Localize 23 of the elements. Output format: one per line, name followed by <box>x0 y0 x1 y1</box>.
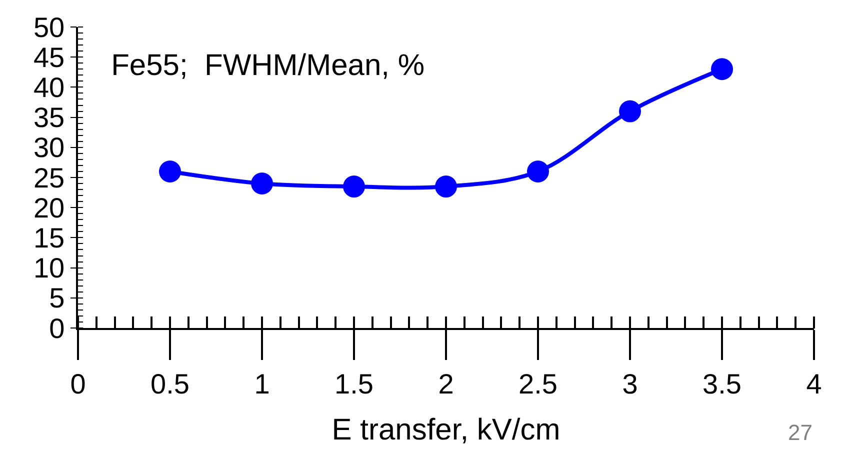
x-tick-label: 2 <box>438 368 454 400</box>
x-tick-label: 1 <box>254 368 270 400</box>
y-tick-label: 45 <box>33 42 65 73</box>
y-tick-label: 20 <box>33 192 65 224</box>
y-tick-label: 5 <box>49 282 65 314</box>
text: 27 <box>788 420 812 445</box>
x-tick-label: 3.5 <box>702 368 742 400</box>
y-tick-label: 50 <box>33 12 65 43</box>
y-tick-label: 0 <box>49 312 65 344</box>
y-tick-label: 10 <box>33 252 65 284</box>
y-tick-label: 15 <box>33 222 65 254</box>
x-tick-label: 2.5 <box>518 368 558 400</box>
x-tick-label: 3 <box>622 368 638 400</box>
x-tick-label: 1.5 <box>334 368 374 400</box>
y-tick-label: 35 <box>33 102 65 134</box>
x-tick-label: 0 <box>70 368 86 400</box>
y-tick-label: 30 <box>33 132 65 164</box>
x-tick-label: 0.5 <box>150 368 190 400</box>
x-tick-label: 4 <box>806 368 822 400</box>
text: Fe55; FWHM/Mean, % <box>111 49 425 82</box>
x-axis-title: E transfer, kV/cm <box>332 413 560 446</box>
y-tick-label: 40 <box>33 72 65 103</box>
y-tick-label: 25 <box>33 162 65 194</box>
